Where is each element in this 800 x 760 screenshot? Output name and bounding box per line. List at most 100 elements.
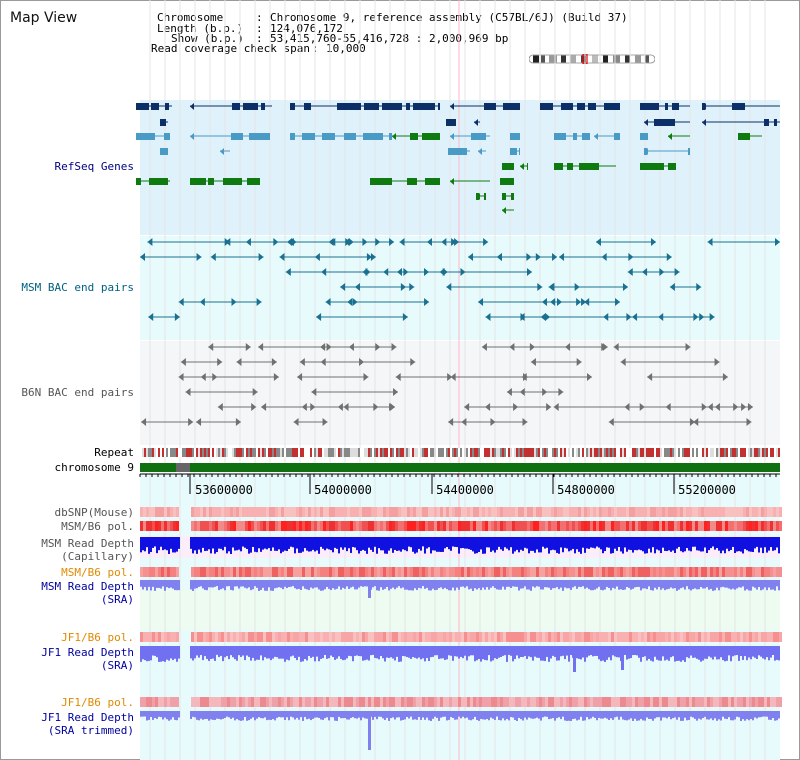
bac-end-feature[interactable] — [245, 238, 251, 246]
bac-end-feature[interactable] — [639, 403, 645, 411]
repeat-feature[interactable] — [748, 448, 750, 457]
repeat-feature[interactable] — [518, 448, 520, 457]
repeat-feature[interactable] — [306, 448, 308, 457]
repeat-feature[interactable] — [590, 448, 592, 457]
bac-end-feature[interactable] — [297, 373, 303, 381]
repeat-feature[interactable] — [454, 448, 456, 457]
repeat-feature[interactable] — [174, 448, 176, 457]
gene-arrow-feature[interactable] — [738, 133, 742, 140]
gene-exon-feature[interactable] — [640, 163, 664, 170]
repeat-feature[interactable] — [732, 448, 734, 457]
bac-end-feature[interactable] — [402, 313, 408, 321]
repeat-feature[interactable] — [500, 448, 502, 457]
repeat-feature[interactable] — [756, 448, 758, 457]
repeat-feature[interactable] — [568, 448, 570, 457]
repeat-feature[interactable] — [700, 448, 702, 457]
repeat-feature[interactable] — [492, 448, 494, 457]
repeat-feature[interactable] — [534, 448, 536, 457]
repeat-feature[interactable] — [348, 448, 350, 457]
repeat-feature[interactable] — [224, 448, 226, 457]
repeat-feature[interactable] — [232, 448, 234, 457]
repeat-feature[interactable] — [698, 448, 700, 457]
repeat-feature[interactable] — [564, 448, 566, 457]
gene-arrow-feature[interactable] — [554, 163, 558, 170]
bac-end-feature[interactable] — [545, 313, 551, 321]
repeat-feature[interactable] — [588, 448, 590, 457]
repeat-feature[interactable] — [384, 448, 386, 457]
repeat-feature[interactable] — [620, 448, 622, 457]
repeat-feature[interactable] — [478, 448, 480, 457]
bac-end-feature[interactable] — [722, 373, 728, 381]
bac-end-feature[interactable] — [185, 388, 191, 396]
repeat-feature[interactable] — [470, 448, 472, 457]
gene-arrow-feature[interactable] — [220, 148, 224, 155]
repeat-feature[interactable] — [360, 448, 362, 457]
bac-end-feature[interactable] — [389, 403, 395, 411]
repeat-feature[interactable] — [484, 448, 486, 457]
bac-end-feature[interactable] — [285, 268, 291, 276]
repeat-feature[interactable] — [172, 448, 174, 457]
bac-end-feature[interactable] — [519, 388, 525, 396]
gene-exon-feature[interactable] — [665, 103, 668, 110]
repeat-feature[interactable] — [538, 448, 540, 457]
repeat-feature[interactable] — [716, 448, 718, 457]
repeat-feature[interactable] — [614, 448, 616, 457]
bac-end-feature[interactable] — [178, 298, 184, 306]
bac-end-feature[interactable] — [707, 238, 713, 246]
bac-end-feature[interactable] — [363, 373, 369, 381]
repeat-feature[interactable] — [400, 448, 402, 457]
bac-end-feature[interactable] — [741, 403, 747, 411]
repeat-feature[interactable] — [196, 448, 198, 457]
repeat-feature[interactable] — [744, 448, 746, 457]
bac-end-feature[interactable] — [628, 253, 634, 261]
repeat-feature[interactable] — [548, 448, 550, 457]
gene-exon-feature[interactable] — [422, 133, 440, 140]
gene-arrow-feature[interactable] — [290, 103, 294, 110]
gene-arrow-feature[interactable] — [136, 103, 140, 110]
gene-exon-feature[interactable] — [231, 133, 243, 140]
repeat-feature[interactable] — [490, 448, 492, 457]
repeat-feature[interactable] — [630, 448, 632, 457]
repeat-feature[interactable] — [198, 448, 200, 457]
repeat-feature[interactable] — [212, 448, 214, 457]
repeat-feature[interactable] — [556, 448, 558, 457]
repeat-feature[interactable] — [536, 448, 538, 457]
repeat-feature[interactable] — [562, 448, 564, 457]
gene-exon-feature[interactable] — [136, 133, 155, 140]
repeat-feature[interactable] — [662, 448, 664, 457]
repeat-feature[interactable] — [752, 448, 754, 457]
gene-exon-feature[interactable] — [688, 148, 690, 155]
bac-end-feature[interactable] — [316, 313, 322, 321]
repeat-feature[interactable] — [440, 448, 442, 457]
bac-end-feature[interactable] — [523, 373, 529, 381]
repeat-feature[interactable] — [462, 448, 464, 457]
repeat-feature[interactable] — [296, 448, 298, 457]
repeat-feature[interactable] — [760, 448, 762, 457]
repeat-feature[interactable] — [372, 448, 374, 457]
repeat-feature[interactable] — [394, 448, 396, 457]
repeat-feature[interactable] — [388, 448, 390, 457]
repeat-feature[interactable] — [746, 448, 748, 457]
repeat-feature[interactable] — [152, 448, 154, 457]
repeat-feature[interactable] — [236, 448, 238, 457]
repeat-feature[interactable] — [202, 448, 204, 457]
repeat-feature[interactable] — [244, 448, 246, 457]
chromosome-bar[interactable] — [140, 463, 780, 472]
gene-exon-feature[interactable] — [561, 103, 573, 110]
bac-end-feature[interactable] — [460, 268, 466, 276]
refseq-genes-track[interactable] — [136, 103, 780, 214]
repeat-feature[interactable] — [164, 448, 166, 457]
gene-arrow-feature[interactable] — [474, 119, 478, 126]
msm-read-depth-sra-track[interactable] — [140, 580, 780, 598]
gene-arrow-feature[interactable] — [702, 119, 706, 126]
repeat-feature[interactable] — [370, 448, 372, 457]
gene-exon-feature[interactable] — [502, 163, 514, 170]
repeat-feature[interactable] — [242, 448, 244, 457]
repeat-feature[interactable] — [206, 448, 208, 457]
repeat-feature[interactable] — [170, 448, 172, 457]
gene-exon-feature[interactable] — [588, 103, 596, 110]
bac-end-feature[interactable] — [553, 403, 559, 411]
repeat-feature[interactable] — [398, 448, 400, 457]
bac-end-feature[interactable] — [659, 268, 665, 276]
gene-exon-feature[interactable] — [446, 119, 456, 126]
